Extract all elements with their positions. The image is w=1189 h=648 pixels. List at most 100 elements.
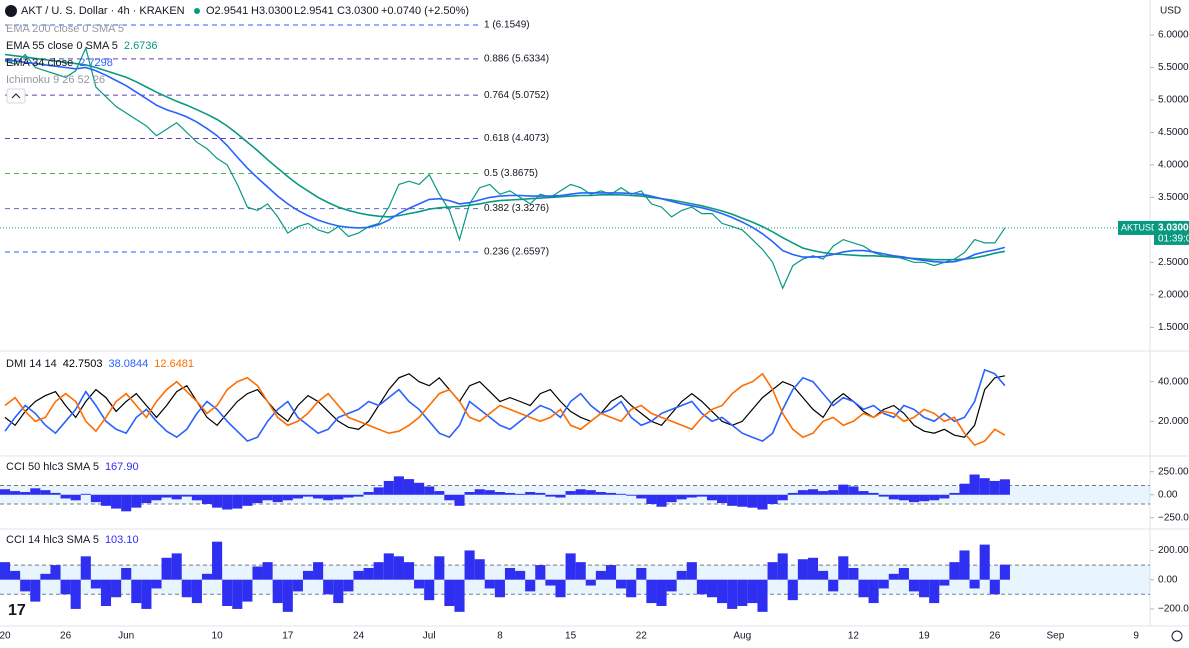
y-tick-label: −250.00 (1158, 512, 1189, 523)
indicator-value: 103.10 (105, 534, 139, 546)
cci-bar (111, 579, 122, 598)
cci-bar (767, 494, 778, 504)
cci-bar (272, 579, 283, 604)
cci-bar (151, 494, 162, 501)
x-tick-label: 19 (919, 631, 931, 642)
cci-bar (959, 483, 970, 495)
cci-bar (605, 565, 617, 580)
cci-bar (504, 568, 516, 580)
cci-bar (262, 562, 273, 580)
cci-bar (10, 570, 21, 580)
fib-label: 0.382 (3.3276) (484, 203, 549, 214)
indicator-value: 2.6736 (124, 40, 158, 52)
cci-bar (565, 553, 576, 580)
cci-bar (454, 494, 465, 506)
cci-bar (949, 562, 960, 580)
series-line (4, 368, 1006, 443)
x-tick-label: 20 (0, 631, 11, 642)
cci-bar (373, 562, 384, 580)
cci-bar (494, 579, 505, 598)
cci-bar (171, 494, 182, 500)
cci-bar (10, 491, 21, 495)
fib-label: 0.236 (2.6597) (484, 247, 549, 258)
x-tick-label: 12 (848, 631, 860, 642)
cci-bar (575, 489, 586, 495)
cci-bar (666, 579, 677, 592)
cci-bar (595, 570, 606, 580)
cci-bar (727, 579, 738, 609)
symbol-title[interactable]: AKT / U. S. Dollar · 4h · KRAKEN (21, 5, 185, 17)
cci-bar (919, 579, 930, 598)
cci-bar (131, 494, 142, 508)
cci-bar (191, 494, 202, 501)
symbol-icon (5, 5, 17, 17)
indicator-value: 12.6481 (154, 358, 194, 370)
settings-icon[interactable] (1171, 630, 1183, 642)
collapse-legend-button[interactable] (6, 88, 26, 104)
cci-bar (747, 579, 758, 604)
indicator-title: Ichimoku 9 26 52 26 (6, 74, 105, 86)
y-tick-label: 20.0000 (1158, 416, 1189, 427)
cci-bar (878, 579, 889, 589)
series-line (4, 53, 1006, 261)
x-tick-label: 10 (212, 631, 224, 642)
cci-bar (616, 493, 627, 495)
cci-bar (807, 489, 819, 495)
cci-bar (868, 492, 879, 495)
cci-bar (272, 494, 283, 503)
cci-bar (484, 579, 495, 589)
cci-bar (727, 494, 738, 506)
cci-bar (757, 579, 768, 612)
ohlc-open: O2.9541 (206, 5, 248, 17)
cci-bar (252, 494, 263, 504)
cci-bar (90, 579, 101, 589)
cci-bar (515, 493, 526, 495)
currency-label[interactable]: USD (1160, 6, 1181, 17)
cci-bar (706, 579, 718, 598)
cci-bar (252, 566, 263, 580)
cci-bar (656, 494, 667, 507)
cci-bar (787, 579, 798, 601)
cci-bar (939, 579, 950, 586)
cci-bar (605, 492, 617, 495)
cci-bar (858, 491, 869, 495)
ohlc-high: H3.0300 (251, 5, 293, 17)
cci-bar (969, 474, 980, 495)
tv-logo[interactable]: 17 (8, 602, 26, 619)
cci-bar (181, 494, 192, 497)
cci-bar (636, 494, 647, 499)
cci-bar (848, 568, 859, 580)
x-tick-label: 22 (636, 631, 648, 642)
cci-bar (232, 494, 243, 509)
symbol-tag (1118, 220, 1154, 235)
cci-bar (60, 494, 71, 499)
cci-bar (595, 492, 606, 495)
price-tag (1154, 220, 1189, 245)
cci-bar (242, 579, 253, 602)
cci-bar (908, 494, 920, 503)
cci-bar (40, 490, 51, 495)
cci-bar (818, 491, 829, 495)
cci-bar (323, 579, 334, 595)
cci-bar (706, 494, 718, 501)
cci-bar (464, 550, 475, 580)
cci-bar (393, 556, 404, 580)
cci-bar (50, 492, 61, 495)
cci-bar (838, 484, 849, 495)
cci-bar (696, 579, 707, 595)
indicator-title: CCI 14 hlc3 SMA 5 (6, 534, 99, 546)
cci-bar (141, 579, 152, 609)
series-line (4, 58, 1006, 264)
cci-bar (646, 494, 657, 504)
cci-bar (777, 494, 788, 501)
cci-bar (858, 579, 869, 598)
cci-bar (201, 494, 213, 504)
cci-bar (898, 494, 909, 501)
cci-bar (373, 487, 384, 495)
cci-bar (20, 579, 31, 592)
cci-bar (989, 480, 1000, 495)
cci-bar (626, 579, 637, 598)
y-tick-label: 1.5000 (1158, 322, 1189, 333)
cci-bar (100, 494, 112, 506)
cci-bar (737, 579, 748, 606)
